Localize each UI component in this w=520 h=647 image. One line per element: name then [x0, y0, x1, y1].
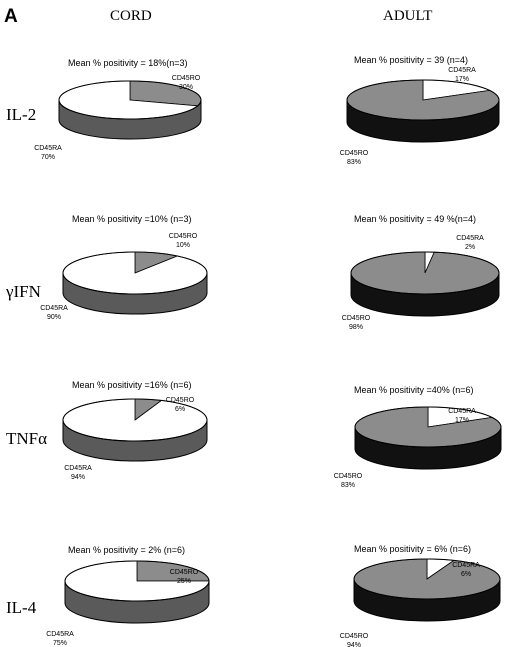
pie-cord-7: Mean % positivity = 2% (n=6) CD45RO 25% CD4… [46, 545, 210, 647]
column-header-cord: CORD [110, 8, 152, 24]
slice-value-cd45ro: 6% [175, 406, 185, 413]
slice-label-cd45ro: CD45RO [169, 233, 198, 240]
column-header-adult: ADULT [383, 8, 432, 24]
pie-top-outline [350, 251, 500, 295]
slice-value-cd45ro: 83% [341, 482, 355, 489]
pie-title: Mean % positivity =10% (n=3) [72, 214, 192, 224]
slice-label-cd45ra: CD45RA [34, 145, 62, 152]
pie-title: Mean % positivity =16% (n=6) [72, 380, 192, 390]
slice-value-cd45ro: 10% [176, 242, 190, 249]
slice-value-cd45ra: 75% [53, 640, 67, 647]
slice-label-cd45ro: CD45RO [340, 150, 369, 157]
slice-label-cd45ro: CD45RO [340, 633, 369, 640]
pie-title: Mean % positivity =40% (n=6) [354, 385, 474, 395]
slice-label-cd45ra: CD45RA [452, 562, 480, 569]
slice-value-cd45ra: 6% [461, 571, 471, 578]
pie-top-outline [354, 406, 502, 448]
row-label-gifn: γIFN [5, 282, 41, 301]
pie-title: Mean % positivity = 39 (n=4) [354, 55, 468, 65]
slice-label-cd45ra: CD45RA [64, 465, 92, 472]
slice-label-cd45ra: CD45RA [448, 408, 476, 415]
pie-cord-1: Mean % positivity = 18%(n=3) CD45RO 30% CD4… [34, 58, 202, 161]
slice-value-cd45ro: 30% [179, 84, 193, 91]
pie-top-outline [58, 80, 202, 120]
pie-title: Mean % positivity = 49 %(n=4) [354, 214, 476, 224]
pie-title: Mean % positivity = 2% (n=6) [68, 545, 185, 555]
slice-label-cd45ra: CD45RA [456, 235, 484, 242]
panel-letter: A [4, 6, 18, 27]
slice-value-cd45ro: 94% [347, 642, 361, 647]
pie-adult-2: Mean % positivity = 39 (n=4) CD45RA 17% CD4… [340, 55, 500, 166]
pie-title: Mean % positivity = 18%(n=3) [68, 58, 188, 68]
pie-top-outline [64, 560, 210, 602]
pie-cord-5: Mean % positivity =16% (n=6) CD45RO 6% CD45… [62, 380, 208, 481]
pie-cord-3: Mean % positivity =10% (n=3) CD45RO 10% CD4… [40, 214, 208, 321]
pie-adult-4: Mean % positivity = 49 %(n=4) CD45RA 2% CD4… [342, 214, 500, 331]
slice-value-cd45ra: 2% [465, 244, 475, 251]
pie-title: Mean % positivity = 6% (n=6) [354, 544, 471, 554]
pie-top-outline [346, 79, 500, 121]
slice-label-cd45ro: CD45RO [172, 75, 201, 82]
slice-label-cd45ra: CD45RA [46, 631, 74, 638]
slice-label-cd45ra: CD45RA [448, 67, 476, 74]
row-label-il4: IL-4 [6, 598, 37, 617]
slice-value-cd45ro: 83% [347, 159, 361, 166]
slice-value-cd45ra: 17% [455, 76, 469, 83]
slice-value-cd45ro: 98% [349, 324, 363, 331]
row-label-tnfa: TNFα [6, 429, 47, 448]
slice-value-cd45ra: 90% [47, 314, 61, 321]
pie-top-outline [353, 558, 501, 600]
pie-adult-6: Mean % positivity =40% (n=6) CD45RA 17% CD4… [334, 385, 502, 489]
row-label-il2: IL-2 [6, 105, 36, 124]
slice-value-cd45ra: 70% [41, 154, 55, 161]
slice-label-cd45ro: CD45RO [342, 315, 371, 322]
slice-label-cd45ra: CD45RA [40, 305, 68, 312]
pie-top-outline [62, 251, 208, 295]
slice-label-cd45ro: CD45RO [170, 569, 199, 576]
slice-label-cd45ro: CD45RO [166, 397, 195, 404]
slice-label-cd45ro: CD45RO [334, 473, 363, 480]
slice-value-cd45ro: 25% [177, 578, 191, 585]
pie-top-outline [62, 398, 208, 442]
slice-value-cd45ra: 94% [71, 474, 85, 481]
pie-adult-8: Mean % positivity = 6% (n=6) CD45RA 6% CD45… [340, 544, 501, 647]
slice-value-cd45ra: 17% [455, 417, 469, 424]
